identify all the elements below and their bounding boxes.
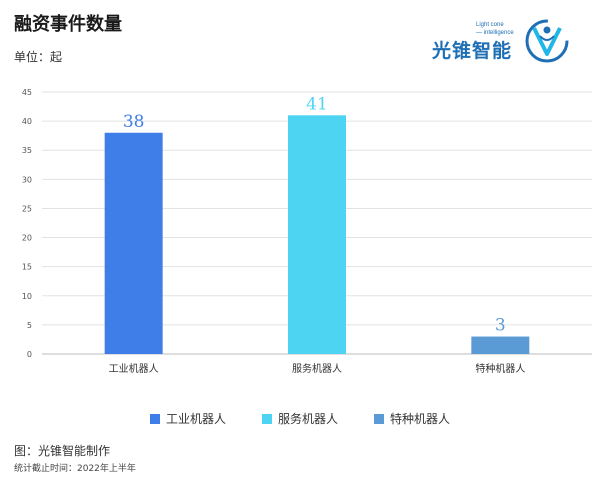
legend-swatch [149,413,160,424]
logo-tagline-2: — intelligence [476,30,514,36]
y-tick-label: 35 [22,146,32,155]
legend-label: 服务机器人 [277,412,338,426]
y-tick-label: 40 [22,117,32,126]
x-tick-label: 工业机器人 [109,362,159,375]
y-tick-label: 0 [27,350,32,359]
data-labels: 38 41 3 [123,94,506,335]
x-axis-ticks: 工业机器人 服务机器人 特种机器人 [109,362,526,375]
y-tick-label: 20 [22,234,32,243]
chart-title: 融资事件数量 [14,14,122,35]
bar-value-label: 41 [306,94,328,114]
y-axis-ticks: 0 5 10 15 20 25 30 35 40 45 [22,88,32,359]
unit-label: 单位：起 [14,50,63,64]
bar-2 [288,115,346,355]
x-tick-label: 特种机器人 [475,362,525,375]
y-tick-label: 10 [22,292,32,301]
brand-logo: Light cone — intelligence 光锥智能 [432,14,572,66]
logo-tagline-1: Light cone [476,22,504,28]
y-tick-label: 25 [22,204,32,213]
bar-chart: 0 5 10 15 20 25 30 35 40 45 38 41 3 工业机器人 服务机器人 特种机器人 [22,88,592,375]
y-tick-label: 45 [22,88,32,97]
y-tick-label: 5 [27,321,32,330]
bars [104,115,530,355]
legend-label: 特种机器人 [390,412,451,426]
statistics-note: 统计截止时间：2022年上半年 [14,464,136,474]
legend-item: 工业机器人 [149,410,226,427]
legend-swatch [261,413,272,424]
source-credit: 图：光锥智能制作 [14,444,111,458]
bar-value-label: 3 [495,316,506,336]
x-tick-label: 服务机器人 [292,362,342,375]
chart-legend: 工业机器人 服务机器人 特种机器人 [0,410,600,427]
y-tick-label: 15 [22,263,32,272]
legend-label: 工业机器人 [165,412,226,426]
legend-item: 特种机器人 [374,410,450,427]
legend-item: 服务机器人 [261,410,338,427]
legend-swatch [374,413,384,424]
light-cone-v-icon [525,19,569,63]
bar-1 [104,132,163,354]
bar-3 [471,336,530,354]
y-tick-label: 30 [22,175,32,184]
bar-value-label: 38 [123,112,145,132]
logo-wordmark: 光锥智能 [432,40,513,62]
